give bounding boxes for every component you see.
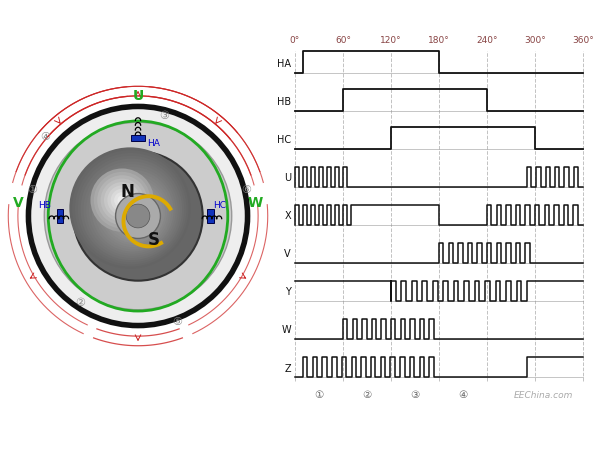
FancyBboxPatch shape [57, 209, 64, 223]
Text: V: V [13, 196, 23, 210]
Text: HB: HB [277, 97, 291, 107]
Circle shape [121, 199, 124, 202]
Text: 0°: 0° [290, 36, 300, 45]
Circle shape [107, 185, 137, 215]
Text: HA: HA [277, 59, 291, 69]
Text: ①: ① [28, 184, 37, 194]
Circle shape [73, 151, 203, 281]
Circle shape [118, 195, 127, 205]
Text: 120°: 120° [380, 36, 402, 45]
Text: U: U [284, 173, 291, 183]
Circle shape [114, 192, 157, 234]
FancyBboxPatch shape [208, 209, 214, 223]
Circle shape [100, 178, 167, 245]
Text: HB: HB [38, 201, 50, 210]
Text: ③: ③ [410, 391, 419, 401]
Circle shape [103, 181, 165, 243]
Text: ④: ④ [458, 391, 467, 401]
Circle shape [128, 206, 146, 224]
Circle shape [95, 172, 172, 249]
Text: 60°: 60° [335, 36, 351, 45]
Text: 240°: 240° [476, 36, 498, 45]
Circle shape [75, 153, 187, 265]
Text: ⑤: ⑤ [173, 317, 182, 327]
Circle shape [28, 107, 248, 325]
Text: ③: ③ [160, 111, 169, 121]
Circle shape [86, 164, 178, 256]
Text: ④: ④ [41, 132, 50, 142]
Circle shape [101, 179, 144, 222]
FancyBboxPatch shape [131, 135, 145, 141]
Text: ①: ① [314, 391, 323, 401]
Circle shape [97, 175, 147, 225]
Text: 360°: 360° [572, 36, 594, 45]
Circle shape [97, 176, 169, 248]
Circle shape [117, 195, 154, 232]
Text: U: U [133, 89, 143, 103]
Text: EEChina.com: EEChina.com [514, 391, 572, 400]
Circle shape [92, 170, 173, 252]
Circle shape [106, 184, 163, 241]
Circle shape [72, 150, 188, 267]
Text: V: V [284, 249, 291, 259]
Circle shape [122, 201, 150, 228]
Circle shape [134, 212, 142, 219]
Text: N: N [121, 183, 134, 201]
Circle shape [94, 172, 151, 229]
Circle shape [109, 187, 161, 239]
Circle shape [116, 194, 160, 238]
Text: 180°: 180° [428, 36, 450, 45]
Circle shape [114, 192, 130, 208]
Text: W: W [281, 325, 291, 336]
Circle shape [89, 167, 176, 254]
Circle shape [126, 204, 150, 228]
Circle shape [83, 162, 180, 258]
Circle shape [131, 209, 143, 221]
Circle shape [137, 215, 139, 217]
Circle shape [125, 203, 148, 226]
Circle shape [111, 189, 134, 211]
Circle shape [70, 147, 191, 269]
Text: Z: Z [284, 364, 291, 374]
Circle shape [44, 122, 232, 310]
Circle shape [120, 198, 152, 230]
Text: W: W [248, 196, 263, 210]
Circle shape [80, 158, 182, 260]
Text: 300°: 300° [524, 36, 546, 45]
Text: HA: HA [147, 139, 160, 148]
Circle shape [91, 168, 154, 232]
Text: HC: HC [277, 135, 291, 145]
Circle shape [78, 156, 184, 262]
Circle shape [104, 182, 140, 218]
Text: X: X [284, 211, 291, 221]
Text: ②: ② [362, 391, 371, 401]
Text: Y: Y [285, 288, 291, 297]
Text: ②: ② [75, 298, 85, 308]
Text: S: S [148, 231, 160, 249]
Text: HC: HC [213, 201, 226, 210]
Circle shape [112, 189, 158, 237]
Text: ⑥: ⑥ [241, 184, 251, 194]
